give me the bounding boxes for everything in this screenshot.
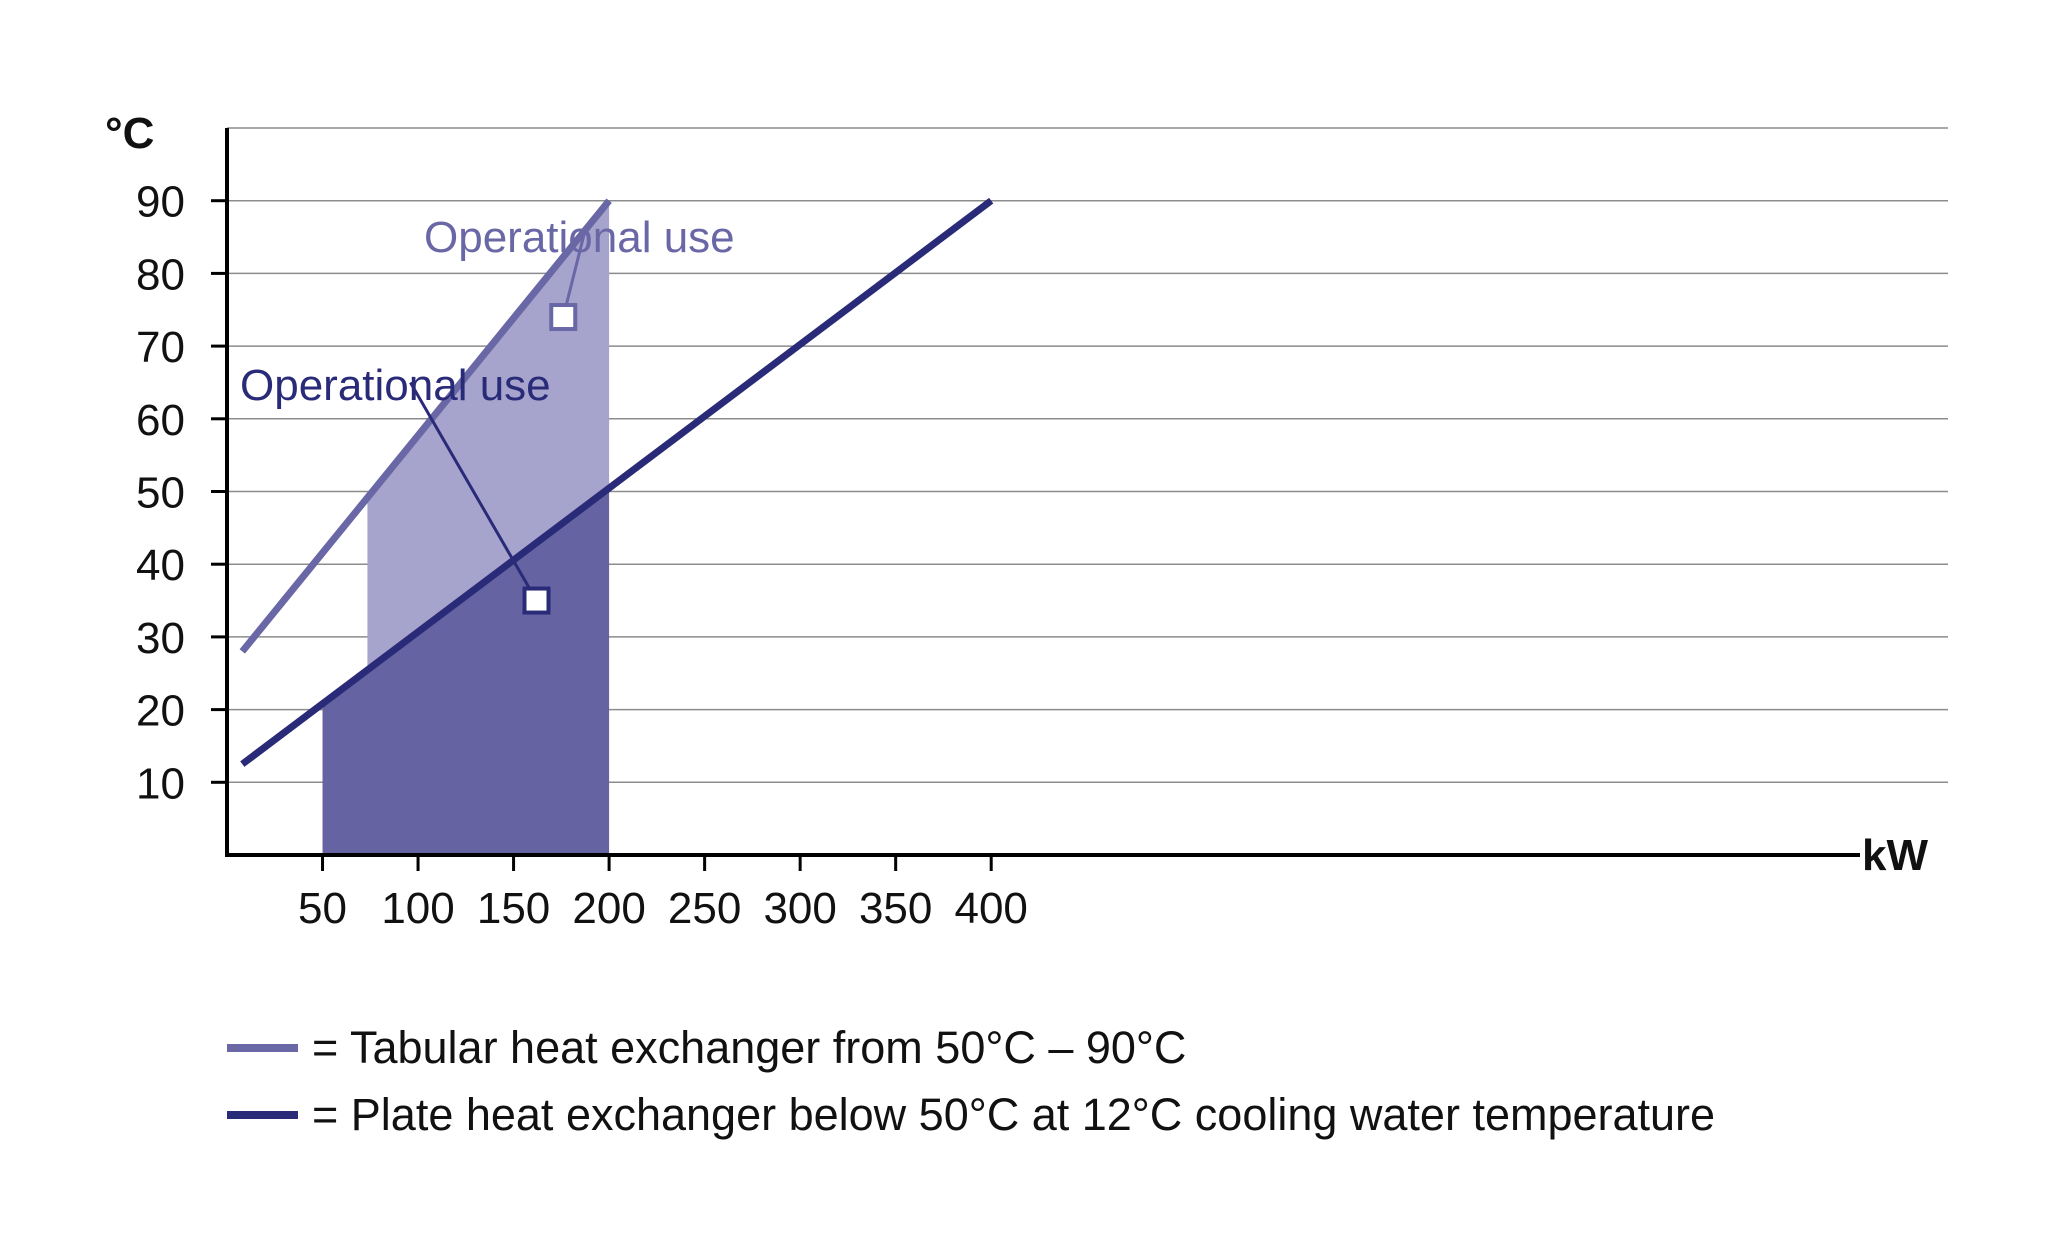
x-tick-label: 200 [572, 884, 645, 933]
annotation-marker [549, 303, 578, 332]
x-tick-label: 50 [298, 884, 347, 933]
operational-region-1 [367, 200, 610, 669]
x-tick-label: 100 [381, 884, 454, 933]
y-axis-unit: °C [105, 109, 154, 158]
x-axis-unit: kW [1862, 831, 1928, 880]
annotation-label: Operational use [424, 213, 735, 262]
y-tick-label: 70 [136, 323, 185, 372]
annotation-label: Operational use [240, 361, 551, 410]
series-lines [239, 197, 994, 767]
series-line-1 [239, 198, 612, 654]
y-tick-label: 10 [136, 759, 185, 808]
operational-regions [322, 200, 610, 855]
x-tick-label: 300 [763, 884, 836, 933]
y-tick-label: 50 [136, 469, 185, 518]
y-tick-label: 20 [136, 687, 185, 736]
x-tick-label: 400 [954, 884, 1027, 933]
legend: = Tabular heat exchanger from 50°C – 90°… [227, 1022, 1715, 1140]
annotation-leader-line [409, 381, 538, 602]
legend-label: = Tabular heat exchanger from 50°C – 90°… [312, 1022, 1186, 1073]
y-tick-label: 30 [136, 614, 185, 663]
annotations: Operational use Operational use [240, 213, 735, 615]
y-tick-label: 60 [136, 396, 185, 445]
operational-region-2 [322, 487, 610, 855]
x-tick-label: 150 [477, 884, 550, 933]
legend-label: = Plate heat exchanger below 50°C at 12°… [312, 1089, 1715, 1140]
y-ticks: 10 20 30 40 50 60 70 80 90 [136, 178, 227, 808]
y-tick-label: 80 [136, 250, 185, 299]
y-tick-label: 40 [136, 541, 185, 590]
y-tick-label: 90 [136, 178, 185, 227]
annotation-marker [522, 586, 551, 615]
x-tick-label: 350 [859, 884, 932, 933]
x-tick-label: 250 [668, 884, 741, 933]
series-line-2 [240, 197, 994, 767]
x-ticks: 50 100 150 200 250 300 350 400 [298, 855, 1028, 933]
